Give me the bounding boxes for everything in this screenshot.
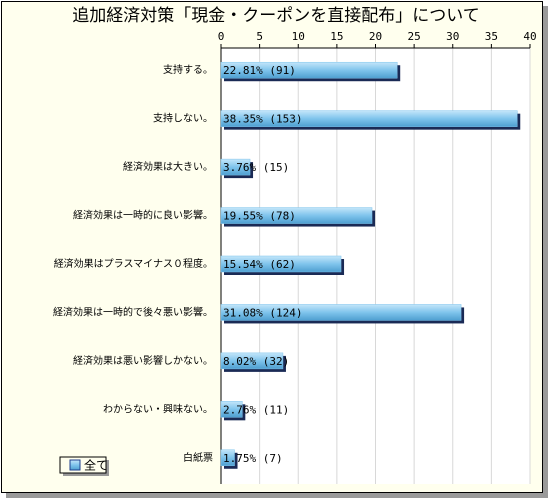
x-tick-label: 5 bbox=[256, 30, 263, 43]
data-label: 3.76% (15) bbox=[223, 161, 289, 174]
x-tick-label: 20 bbox=[369, 30, 382, 43]
y-tick-label: 経済効果は一時的に良い影響。 bbox=[73, 209, 213, 222]
x-tick-label: 15 bbox=[330, 30, 343, 43]
x-tick-label: 0 bbox=[218, 30, 225, 43]
bar bbox=[220, 110, 518, 127]
x-tick-label: 30 bbox=[446, 30, 459, 43]
y-tick-label: 経済効果はプラスマイナス０程度。 bbox=[54, 257, 213, 270]
data-label: 22.81% (91) bbox=[223, 64, 296, 77]
bar bbox=[220, 401, 243, 418]
data-label: 1.75% (7) bbox=[223, 452, 283, 465]
bar bbox=[220, 304, 462, 321]
data-label: 8.02% (32) bbox=[223, 355, 289, 368]
x-tick-label: 40 bbox=[523, 30, 536, 43]
y-tick-label: 支持する。 bbox=[163, 63, 213, 76]
y-tick-label: わからない・興味ない。 bbox=[103, 403, 213, 415]
bar bbox=[220, 449, 235, 467]
x-tick-label: 25 bbox=[408, 30, 421, 43]
x-tick-label: 35 bbox=[485, 30, 498, 43]
chart-title: 追加経済対策「現金・クーポンを直接配布」について bbox=[72, 6, 480, 26]
legend-label: 全て bbox=[84, 458, 108, 473]
data-label: 2.76% (11) bbox=[223, 403, 289, 416]
legend: 全て bbox=[59, 456, 109, 476]
y-tick-label: 経済効果は大きい。 bbox=[123, 160, 213, 173]
y-tick-label: 経済効果は悪い影響しかない。 bbox=[73, 354, 213, 367]
legend-swatch bbox=[69, 459, 81, 471]
x-tick-label: 10 bbox=[292, 30, 305, 43]
data-label: 15.54% (62) bbox=[223, 258, 296, 271]
bar bbox=[220, 158, 251, 176]
y-tick-label: 経済効果は一時的で後々悪い影響。 bbox=[53, 305, 213, 318]
bar bbox=[220, 352, 284, 370]
data-label: 19.55% (78) bbox=[223, 210, 296, 223]
y-tick-label: 支持しない。 bbox=[153, 112, 213, 125]
y-tick-label: 白紙票 bbox=[183, 451, 213, 464]
bar bbox=[220, 207, 373, 224]
bar bbox=[220, 255, 342, 273]
data-label: 38.35% (153) bbox=[223, 113, 302, 126]
data-label: 31.08% (124) bbox=[223, 306, 302, 319]
bar bbox=[220, 61, 398, 79]
